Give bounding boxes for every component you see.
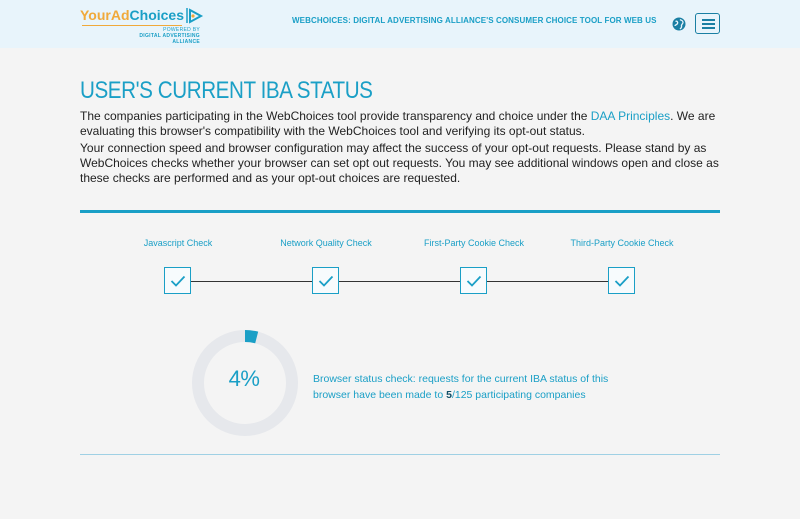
progress-percent: 4%	[228, 366, 260, 391]
completed-count: 5	[446, 389, 452, 401]
page-title: USER'S CURRENT IBA STATUS	[80, 77, 373, 104]
javascript-check-box	[164, 267, 191, 294]
site-header: YourAdChoices POWERED BY DIGITAL ADVERTI…	[0, 0, 800, 48]
first-party-cookie-check-box	[460, 267, 487, 294]
checkmark-icon	[318, 275, 334, 287]
menu-bar-icon	[702, 19, 715, 21]
bottom-divider	[80, 454, 720, 455]
step-label-first-party: First-Party Cookie Check	[423, 238, 525, 248]
checkmark-icon	[466, 275, 482, 287]
adchoices-icon	[186, 8, 204, 24]
logo-daa: DIGITAL ADVERTISING ALLIANCE	[139, 33, 200, 45]
checkmark-icon	[614, 275, 630, 287]
logo-wordmark: YourAdChoices	[80, 7, 184, 23]
hamburger-menu-button[interactable]	[695, 13, 720, 34]
logo-powered-by: POWERED BY	[163, 27, 200, 33]
notice-paragraph: Your connection speed and browser config…	[80, 141, 719, 185]
intro-paragraph: The companies participating in the WebCh…	[80, 109, 716, 138]
step-label-javascript: Javascript Check	[143, 238, 213, 248]
youradchoices-logo[interactable]: YourAdChoices POWERED BY DIGITAL ADVERTI…	[80, 6, 220, 45]
menu-bar-icon	[702, 27, 715, 29]
step-connector	[191, 281, 313, 282]
menu-bar-icon	[702, 23, 715, 25]
third-party-cookie-check-box	[608, 267, 635, 294]
step-label-network: Network Quality Check	[280, 238, 372, 248]
step-connector	[487, 281, 609, 282]
network-check-box	[312, 267, 339, 294]
header-tagline: WEBCHOICES: DIGITAL ADVERTISING ALLIANCE…	[292, 16, 657, 25]
step-connector	[339, 281, 461, 282]
progress-ring	[192, 330, 298, 436]
globe-icon[interactable]	[672, 17, 686, 31]
browser-status-message: Browser status check: requests for the c…	[313, 373, 609, 401]
progress-ring-arc	[244, 330, 259, 344]
section-divider	[80, 210, 720, 213]
step-label-third-party: Third-Party Cookie Check	[570, 238, 674, 248]
logo-divider	[82, 25, 182, 26]
checkmark-icon	[170, 275, 186, 287]
daa-principles-link[interactable]: DAA Principles	[590, 109, 671, 123]
